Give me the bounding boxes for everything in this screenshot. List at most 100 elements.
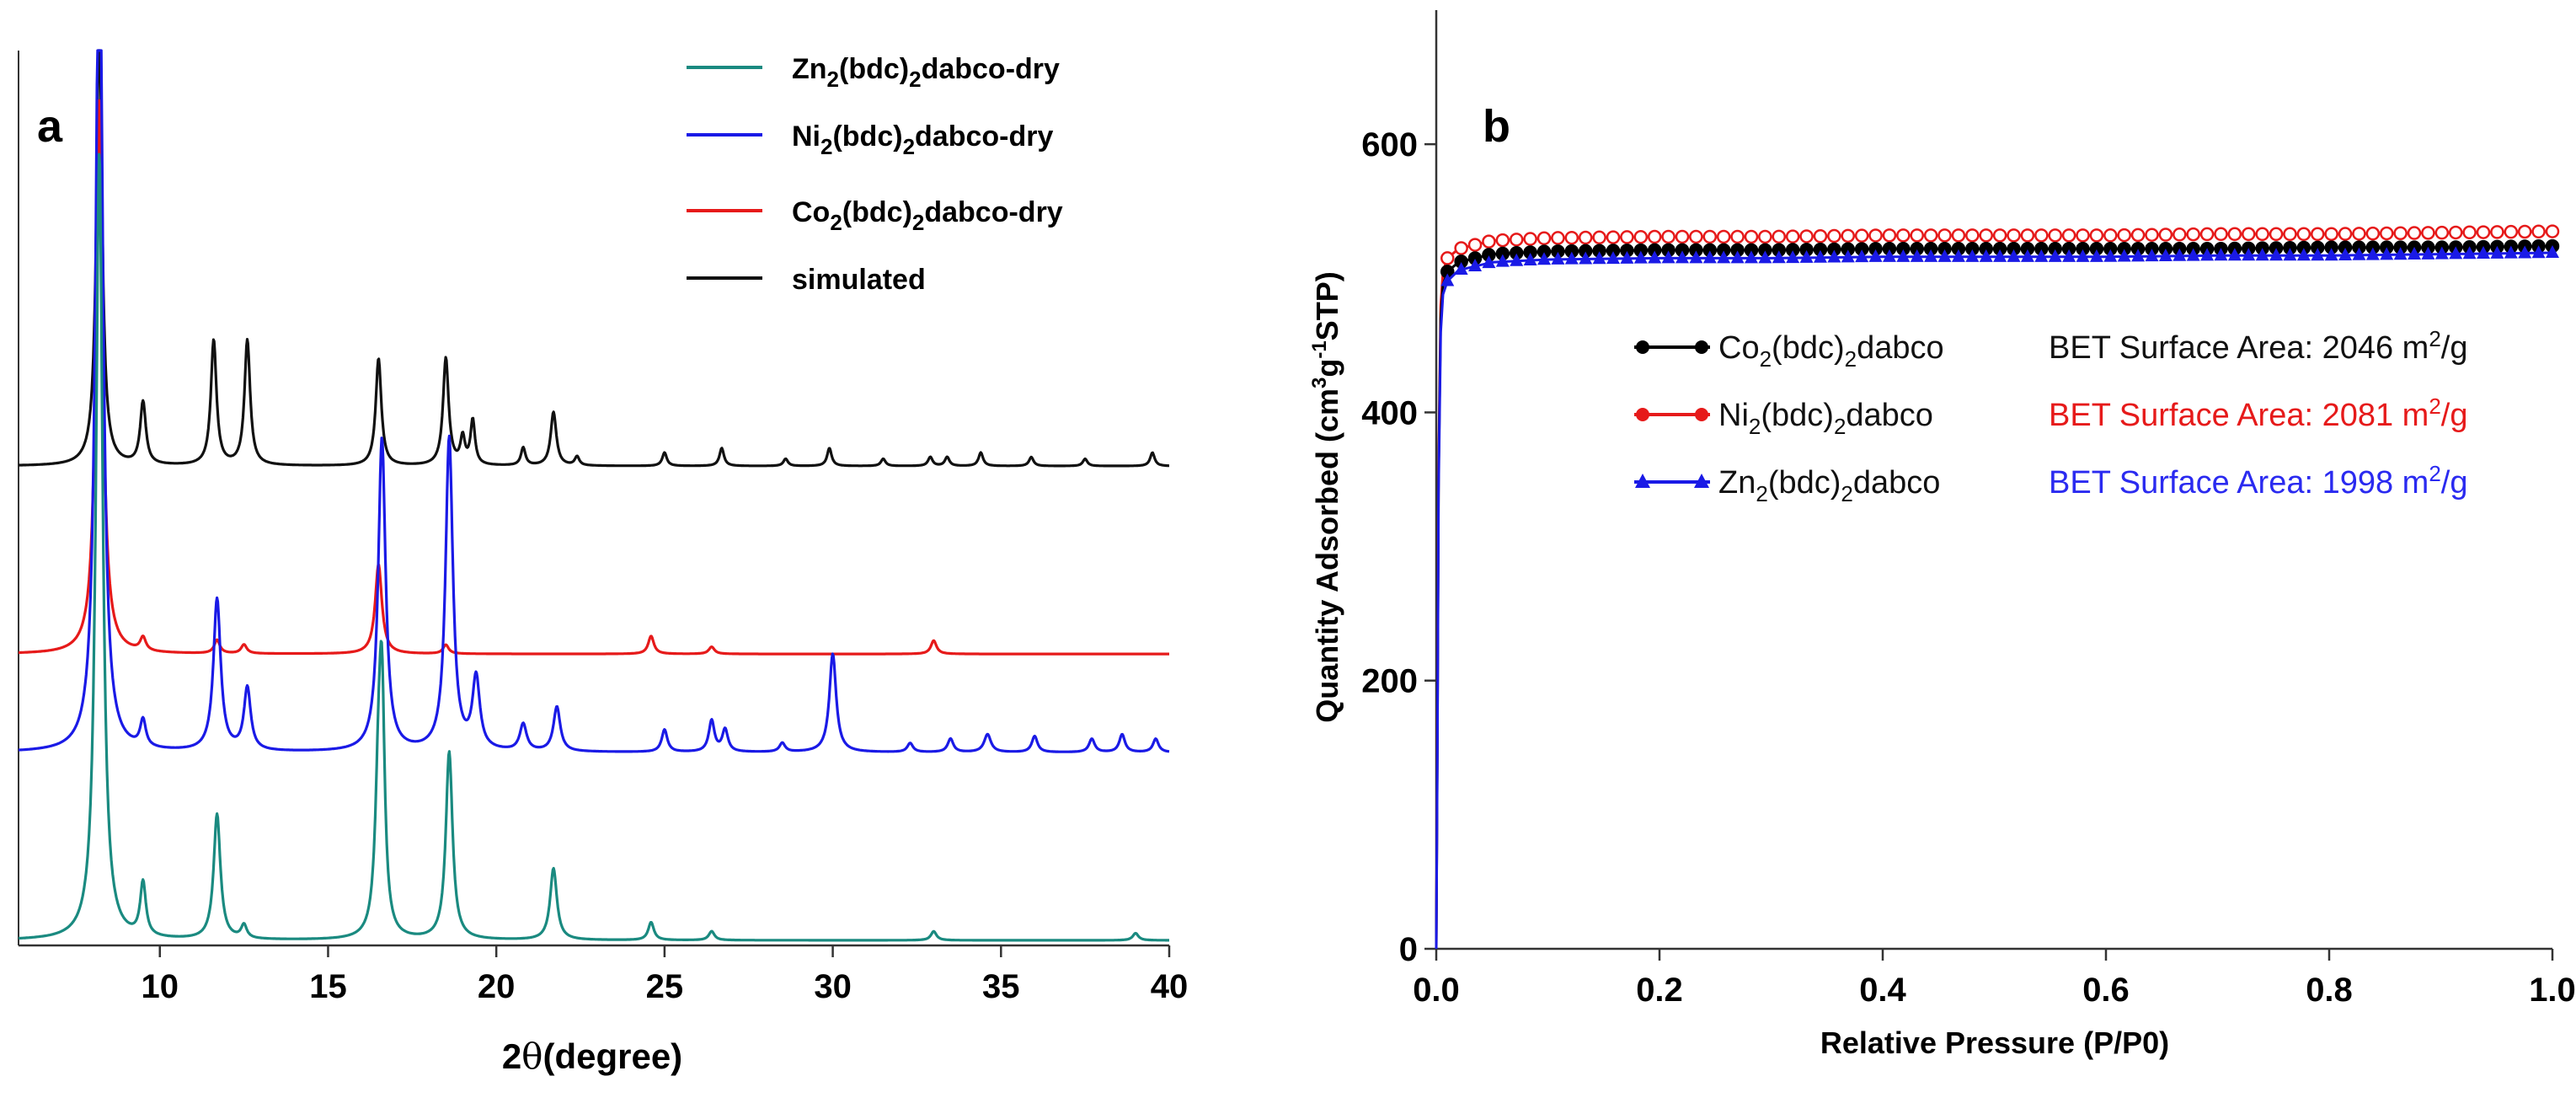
isotherm-point-zn2(bdc)2dabco [2007, 249, 2021, 262]
isotherm-point-zn2(bdc)2dabco [1454, 261, 1468, 275]
bet-label-co: BET Surface Area: 2046 m2/g [2049, 326, 2468, 366]
legend-item-zn: Zn2(bdc)2dabco BET Surface Area: 1998 m2… [1634, 461, 2468, 506]
xrd-series-co2(bdc)2dabco-dry [18, 99, 1170, 656]
isotherm-point-ni2(bdc)2dabco [2269, 227, 2284, 242]
isotherm-point-zn2(bdc)2dabco [2338, 248, 2353, 261]
panel-b-series [1435, 224, 2560, 950]
isotherm-point-ni2(bdc)2dabco [2145, 228, 2159, 242]
xrd-series-ni2(bdc)2dabco-dry [18, 49, 1170, 753]
isotherm-point-zn2(bdc)2dabco [1951, 249, 1965, 262]
isotherm-point-ni2(bdc)2dabco [1841, 228, 1856, 244]
panel-a-x-ticks: 10 15 20 25 30 35 40 [142, 945, 1189, 1005]
isotherm-point-ni2(bdc)2dabco [2034, 228, 2049, 243]
isotherm-point-ni2(bdc)2dabco [2061, 228, 2076, 243]
panel-b-y-tick-label: 400 [1361, 394, 1418, 431]
isotherm-point-zn2(bdc)2dabco [1799, 249, 1814, 263]
isotherm-point-zn2(bdc)2dabco [1468, 259, 1483, 272]
isotherm-point-zn2(bdc)2dabco [1910, 249, 1924, 262]
legend-marker-zn [1694, 474, 1709, 488]
legend-item-zn-dry: Zn2(bdc)2dabco-dry [687, 53, 1060, 92]
isotherm-point-zn2(bdc)2dabco [2062, 249, 2076, 262]
isotherm-point-ni2(bdc)2dabco [2242, 227, 2256, 242]
isotherm-point-zn2(bdc)2dabco [2283, 248, 2297, 261]
panel-a-xrd-chart: 10 15 20 25 30 35 40 a 2θ(degree) Zn2(bdc)2dab… [18, 49, 1189, 1077]
isotherm-point-ni2(bdc)2dabco [1454, 241, 1468, 255]
isotherm-point-ni2(bdc)2dabco [1537, 231, 1552, 246]
isotherm-point-zn2(bdc)2dabco [2269, 248, 2284, 261]
isotherm-point-ni2(bdc)2dabco [1868, 228, 1883, 243]
isotherm-point-ni2(bdc)2dabco [1702, 229, 1718, 244]
isotherm-point-zn2(bdc)2dabco [1744, 250, 1758, 264]
panel-a-series [18, 49, 1170, 942]
isotherm-point-ni2(bdc)2dabco [2199, 227, 2215, 242]
isotherm-point-zn2(bdc)2dabco [1965, 249, 1980, 262]
legend-item-co: Co2(bdc)2dabco BET Surface Area: 2046 m2… [1634, 326, 2468, 372]
isotherm-point-zn2(bdc)2dabco [2477, 246, 2491, 260]
isotherm-point-zn2(bdc)2dabco [2076, 249, 2090, 262]
isotherm-point-ni2(bdc)2dabco [1827, 228, 1841, 244]
isotherm-point-ni2(bdc)2dabco [2352, 227, 2366, 241]
isotherm-point-zn2(bdc)2dabco [1924, 249, 1938, 262]
isotherm-point-ni2(bdc)2dabco [1495, 233, 1510, 248]
isotherm-point-ni2(bdc)2dabco [1923, 228, 1938, 243]
isotherm-point-zn2(bdc)2dabco [1579, 251, 1593, 265]
isotherm-point-zn2(bdc)2dabco [1993, 249, 2007, 262]
panel-b-y-axis-title: Quantity Adsorbed (cm3g-1STP) [1308, 271, 1344, 722]
isotherm-point-ni2(bdc)2dabco [1675, 229, 1690, 244]
panel-b-y-tick-label: 0 [1399, 931, 1418, 968]
isotherm-point-zn2(bdc)2dabco [2531, 245, 2546, 259]
isotherm-point-zn2(bdc)2dabco [2518, 245, 2532, 259]
isotherm-point-ni2(bdc)2dabco [2007, 228, 2021, 243]
isotherm-point-ni2(bdc)2dabco [2214, 227, 2228, 242]
panel-a-x-tick-label: 20 [478, 968, 516, 1005]
isotherm-point-ni2(bdc)2dabco [1772, 229, 1787, 244]
isotherm-point-zn2(bdc)2dabco [2242, 248, 2256, 261]
isotherm-point-zn2(bdc)2dabco [2034, 249, 2049, 262]
legend-item-co-dry: Co2(bdc)2dabco-dry [687, 196, 1063, 235]
isotherm-point-zn2(bdc)2dabco [2380, 247, 2394, 260]
isotherm-point-ni2(bdc)2dabco [1523, 232, 1537, 246]
panel-a-x-axis-title: 2θ(degree) [502, 1036, 682, 1077]
isotherm-point-zn2(bdc)2dabco [1702, 250, 1717, 264]
legend-marker-ni [1636, 408, 1649, 421]
isotherm-point-zn2(bdc)2dabco [1606, 251, 1621, 265]
isotherm-point-ni2(bdc)2dabco [2103, 228, 2118, 243]
panel-a-x-tick-label: 35 [982, 968, 1020, 1005]
isotherm-point-ni2(bdc)2dabco [2158, 228, 2173, 242]
panel-a-x-tick-label: 15 [309, 968, 347, 1005]
isotherm-point-ni2(bdc)2dabco [2324, 227, 2338, 241]
isotherm-point-ni2(bdc)2dabco [1910, 228, 1924, 243]
isotherm-point-ni2(bdc)2dabco [2227, 227, 2242, 242]
isotherm-point-zn2(bdc)2dabco [1827, 249, 1841, 263]
isotherm-point-zn2(bdc)2dabco [1896, 249, 1911, 262]
xrd-series-zn2(bdc)2dabco-dry [18, 153, 1170, 942]
isotherm-point-zn2(bdc)2dabco [2020, 249, 2034, 262]
isotherm-point-ni2(bdc)2dabco [1992, 228, 2007, 243]
isotherm-point-zn2(bdc)2dabco [1440, 273, 1455, 286]
isotherm-point-zn2(bdc)2dabco [2200, 248, 2215, 261]
isotherm-point-zn2(bdc)2dabco [1551, 251, 1565, 265]
isotherm-point-ni2(bdc)2dabco [2186, 227, 2200, 242]
legend-item-simulated: simulated [687, 264, 926, 296]
legend-item-ni: Ni2(bdc)2dabco BET Surface Area: 2081 m2… [1634, 394, 2468, 439]
isotherm-point-zn2(bdc)2dabco [1882, 249, 1896, 262]
isotherm-point-zn2(bdc)2dabco [1772, 250, 1786, 264]
panel-a-x-tick-label: 40 [1151, 968, 1189, 1005]
isotherm-point-ni2(bdc)2dabco [1937, 228, 1952, 243]
isotherm-point-ni2(bdc)2dabco [2531, 224, 2546, 239]
isotherm-point-zn2(bdc)2dabco [1841, 249, 1855, 263]
legend-label-co-dry: Co2(bdc)2dabco-dry [792, 196, 1063, 235]
isotherm-point-ni2(bdc)2dabco [1633, 229, 1649, 244]
isotherm-point-zn2(bdc)2dabco [1495, 254, 1510, 267]
legend-label-ni-dry: Ni2(bdc)2dabco-dry [792, 120, 1053, 159]
isotherm-point-ni2(bdc)2dabco [1564, 230, 1579, 245]
isotherm-point-zn2(bdc)2dabco [2172, 248, 2187, 261]
isotherm-point-zn2(bdc)2dabco [2296, 248, 2311, 261]
isotherm-point-zn2(bdc)2dabco [2462, 246, 2477, 260]
legend-label-ni: Ni2(bdc)2dabco [1718, 398, 1933, 439]
isotherm-point-zn2(bdc)2dabco [1564, 251, 1579, 265]
isotherm-point-zn2(bdc)2dabco [1717, 250, 1731, 264]
isotherm-point-zn2(bdc)2dabco [1675, 250, 1689, 264]
isotherm-point-zn2(bdc)2dabco [2048, 249, 2062, 262]
